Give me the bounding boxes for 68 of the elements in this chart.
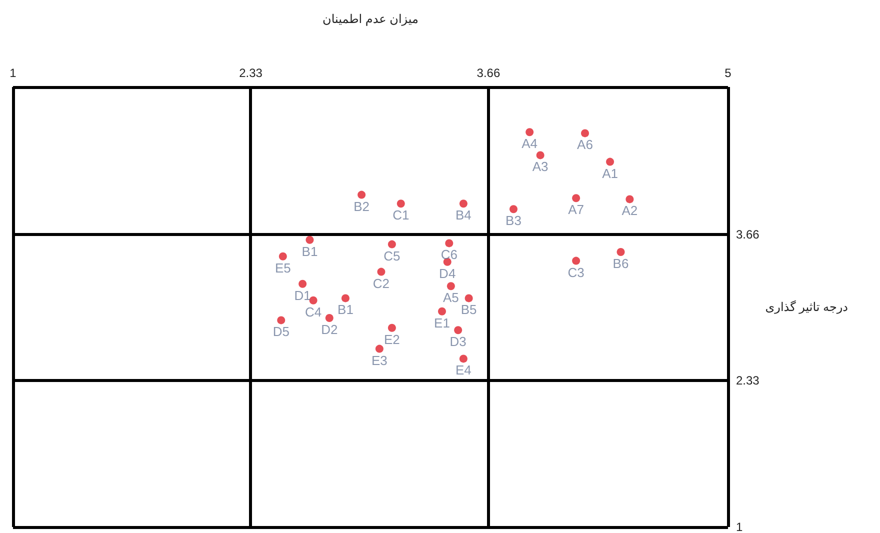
data-label: D1 <box>294 288 311 303</box>
point <box>298 280 307 288</box>
x-tick-label: 1 <box>10 66 17 80</box>
x-tick-label: 2.33 <box>239 66 263 80</box>
point <box>277 316 286 324</box>
point <box>446 282 455 290</box>
data-label: C3 <box>568 264 584 280</box>
x-tick-label: 5 <box>724 66 732 80</box>
data-label: C1 <box>392 208 410 223</box>
data-label: B1 <box>338 302 354 318</box>
y-axis-title: درجه تاثیر گذاری <box>765 300 848 314</box>
point <box>377 268 386 276</box>
point <box>438 307 446 316</box>
point <box>454 326 462 334</box>
point <box>445 239 454 248</box>
data-label: B3 <box>506 213 522 228</box>
data-label: E2 <box>384 332 400 347</box>
point <box>375 344 384 353</box>
point <box>616 248 625 256</box>
point <box>572 256 580 265</box>
point <box>626 195 634 204</box>
data-label: C2 <box>372 276 390 291</box>
data-label: C5 <box>384 248 400 264</box>
point <box>606 158 614 166</box>
x-tick-label: 3.66 <box>476 66 500 80</box>
point <box>358 190 366 199</box>
data-label: B1 <box>302 244 318 259</box>
point <box>510 205 518 214</box>
data-label: D4 <box>439 266 456 281</box>
y-tick-label: 2.33 <box>736 374 760 388</box>
data-label: A2 <box>622 203 638 218</box>
data-label: A4 <box>522 136 538 152</box>
data-label: A5 <box>442 290 459 306</box>
data-label: E3 <box>371 352 388 368</box>
data-label: B5 <box>460 302 477 318</box>
point <box>396 200 405 208</box>
point <box>536 151 544 160</box>
x-axis-title: میزان عدم اطمینان <box>322 12 418 26</box>
point <box>572 194 580 202</box>
point <box>459 354 468 363</box>
data-label: C6 <box>440 247 458 262</box>
data-label: A7 <box>568 202 584 218</box>
data-label: D3 <box>450 334 466 350</box>
data-label: B4 <box>455 208 472 223</box>
point <box>581 129 589 138</box>
y-tick-label: 1 <box>736 520 743 533</box>
data-label: B2 <box>354 198 370 214</box>
data-label: D5 <box>272 324 290 340</box>
point <box>526 128 534 136</box>
data-label: A1 <box>602 166 618 181</box>
data-label: E4 <box>455 362 472 378</box>
data-label: B6 <box>612 256 629 271</box>
point <box>325 314 334 322</box>
data-label: E1 <box>434 315 450 330</box>
point <box>341 294 350 302</box>
point <box>309 296 318 304</box>
data-label: A6 <box>577 137 593 152</box>
data-label: E5 <box>274 260 291 276</box>
data-label: A3 <box>532 159 548 174</box>
point <box>278 252 287 260</box>
point <box>388 240 396 248</box>
point <box>388 324 396 332</box>
y-tick-label: 3.66 <box>736 227 760 242</box>
point <box>464 294 473 302</box>
data-label: D2 <box>321 322 338 337</box>
data-label: C4 <box>304 304 322 320</box>
point <box>459 200 468 208</box>
point <box>306 236 314 244</box>
